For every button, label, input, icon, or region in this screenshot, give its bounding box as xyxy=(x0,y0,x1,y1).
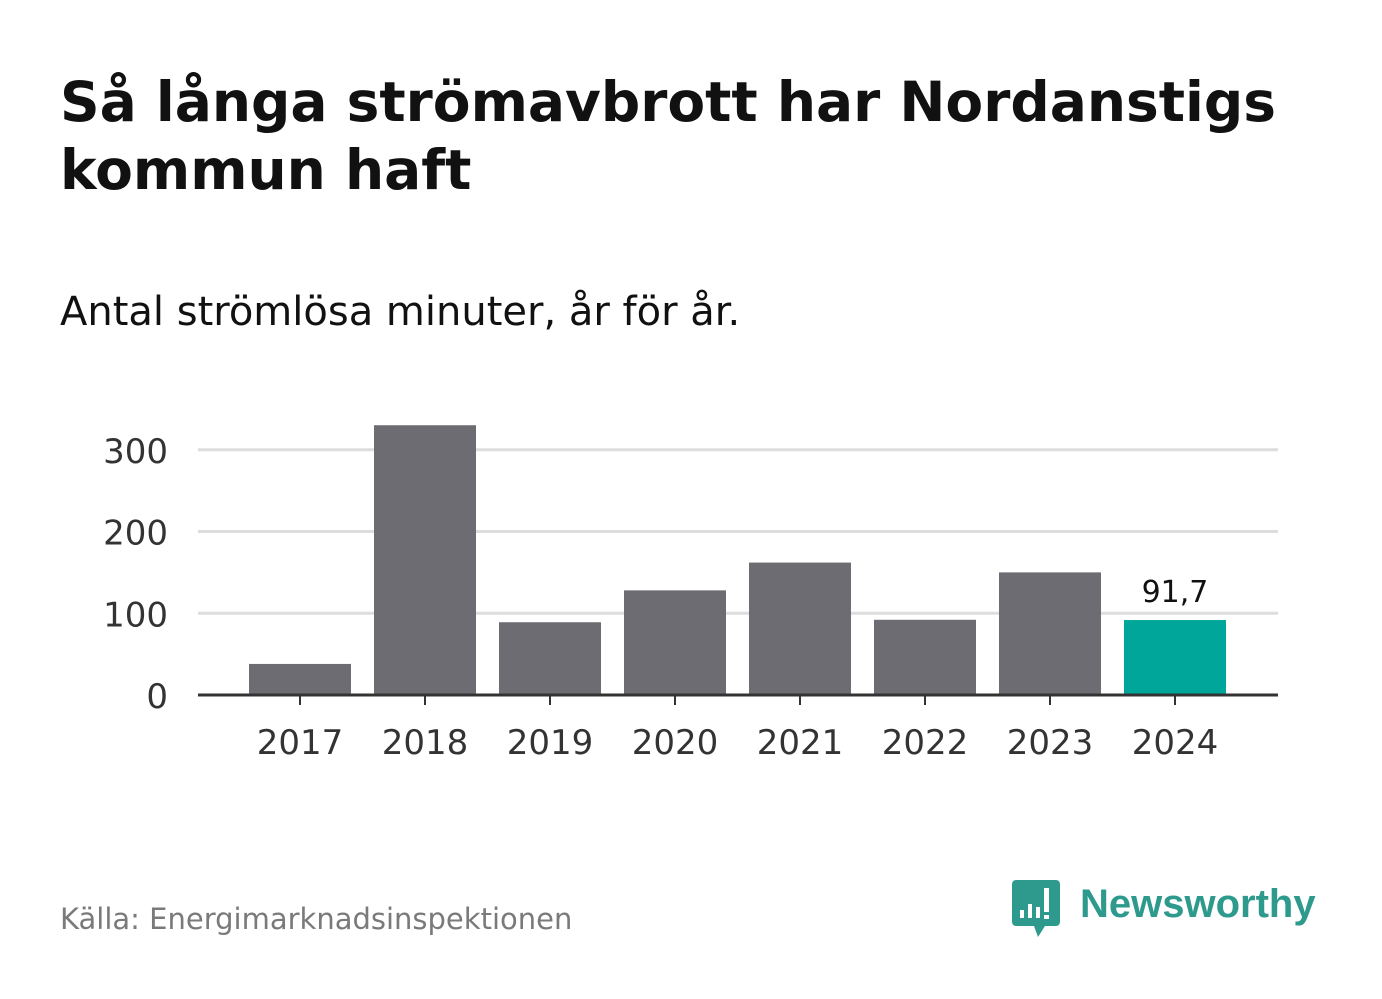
x-tick-label: 2024 xyxy=(1132,723,1219,763)
bars xyxy=(249,425,1226,695)
labels: 0 100 200 300 2017 2018 2019 2020 2021 2022 2023 20… xyxy=(103,432,1218,763)
y-tick-label: 0 xyxy=(146,677,168,717)
y-tick-label: 300 xyxy=(103,432,168,472)
bar-2018 xyxy=(374,425,476,695)
x-tick-label: 2022 xyxy=(882,723,969,763)
bar-2017 xyxy=(249,663,351,695)
bar-2023 xyxy=(999,572,1101,695)
bar-2019 xyxy=(499,622,601,695)
x-tick-label: 2019 xyxy=(507,723,594,763)
x-tick-label: 2017 xyxy=(257,723,344,763)
newsworthy-bar-chart-icon xyxy=(1012,880,1060,937)
y-tick-label: 200 xyxy=(103,514,168,554)
brand-logo: Newsworthy xyxy=(1012,880,1316,940)
bar-2021 xyxy=(749,562,851,695)
chart-title: Så långa strömavbrott har Nordanstigs ko… xyxy=(60,70,1276,202)
x-tick-label: 2018 xyxy=(382,723,469,763)
source-note: Källa: Energimarknadsinspektionen xyxy=(60,902,573,936)
brand-name: Newsworthy xyxy=(1080,882,1316,926)
x-tick-label: 2023 xyxy=(1007,723,1094,763)
data-label: 91,7 xyxy=(1142,575,1209,610)
bar-2020 xyxy=(624,590,726,695)
chart-subtitle: Antal strömlösa minuter, år för år. xyxy=(60,289,741,335)
y-tick-label: 100 xyxy=(103,595,168,635)
bar-2022 xyxy=(874,619,976,695)
axes xyxy=(198,693,1278,705)
x-tick-label: 2021 xyxy=(757,723,844,763)
x-tick-label: 2020 xyxy=(632,723,719,763)
bar-2024 xyxy=(1124,620,1226,695)
gridlines xyxy=(198,448,1278,615)
